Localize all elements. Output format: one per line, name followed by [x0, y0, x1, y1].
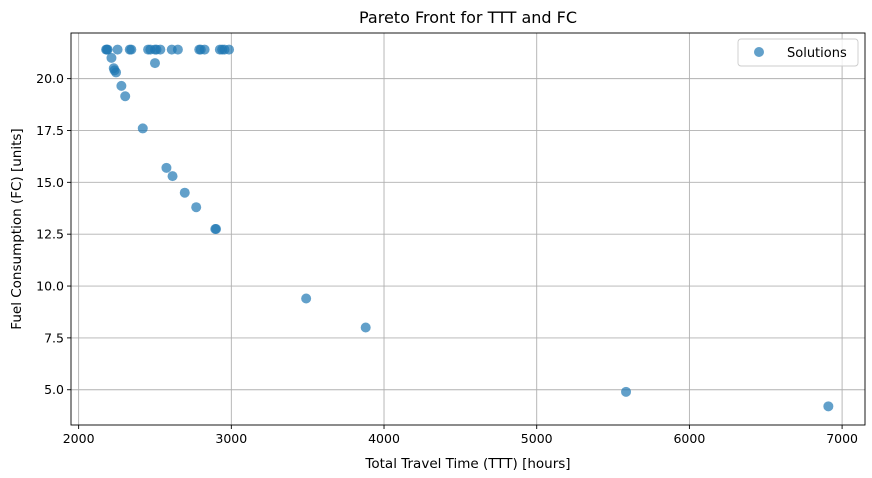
x-axis-ticks: 2000 3000 4000 5000 6000 7000	[63, 425, 858, 446]
x-tick-label: 2000	[63, 431, 95, 446]
data-point	[211, 224, 222, 234]
data-point	[155, 44, 166, 55]
data-point	[126, 44, 137, 55]
data-point	[161, 162, 172, 173]
data-point	[116, 80, 127, 91]
y-tick-label: 17.5	[36, 123, 64, 138]
data-point	[149, 58, 160, 69]
data-point	[823, 401, 834, 412]
data-point	[112, 44, 123, 55]
data-point	[199, 44, 210, 55]
y-tick-label: 20.0	[36, 71, 64, 86]
data-point	[102, 44, 113, 55]
y-axis-label: Fuel Consumption (FC) [units]	[9, 128, 25, 329]
data-point	[111, 67, 122, 78]
y-tick-label: 10.0	[36, 279, 64, 294]
x-tick-label: 5000	[521, 431, 553, 446]
plot-frame	[70, 32, 866, 426]
x-axis-label: Total Travel Time (TTT) [hours]	[364, 456, 570, 472]
data-point	[621, 386, 632, 397]
legend: Solutions	[737, 38, 859, 67]
data-point	[360, 322, 371, 333]
data-point	[120, 91, 131, 102]
data-point	[301, 293, 312, 304]
x-tick-label: 7000	[826, 431, 858, 446]
data-point	[106, 52, 117, 63]
chart-title: Pareto Front for TTT and FC	[359, 8, 577, 27]
data-point	[179, 187, 190, 198]
y-tick-label: 12.5	[36, 227, 64, 242]
grid-lines	[71, 33, 865, 425]
legend-marker	[754, 47, 764, 57]
data-point	[137, 123, 148, 134]
y-tick-label: 5.0	[44, 382, 64, 397]
data-point	[172, 44, 183, 55]
data-point	[191, 202, 202, 213]
legend-label: Solutions	[787, 46, 847, 61]
legend-box	[737, 38, 859, 67]
data-point	[167, 171, 178, 182]
y-axis-ticks: 5.0 7.5 10.0 12.5 15.0 17.5 20.0	[36, 71, 71, 397]
y-tick-label: 7.5	[44, 330, 64, 345]
x-tick-label: 6000	[673, 431, 705, 446]
y-tick-label: 15.0	[36, 175, 64, 190]
x-tick-label: 3000	[215, 431, 247, 446]
data-points	[101, 44, 834, 412]
x-tick-label: 4000	[368, 431, 400, 446]
data-point	[224, 44, 235, 55]
